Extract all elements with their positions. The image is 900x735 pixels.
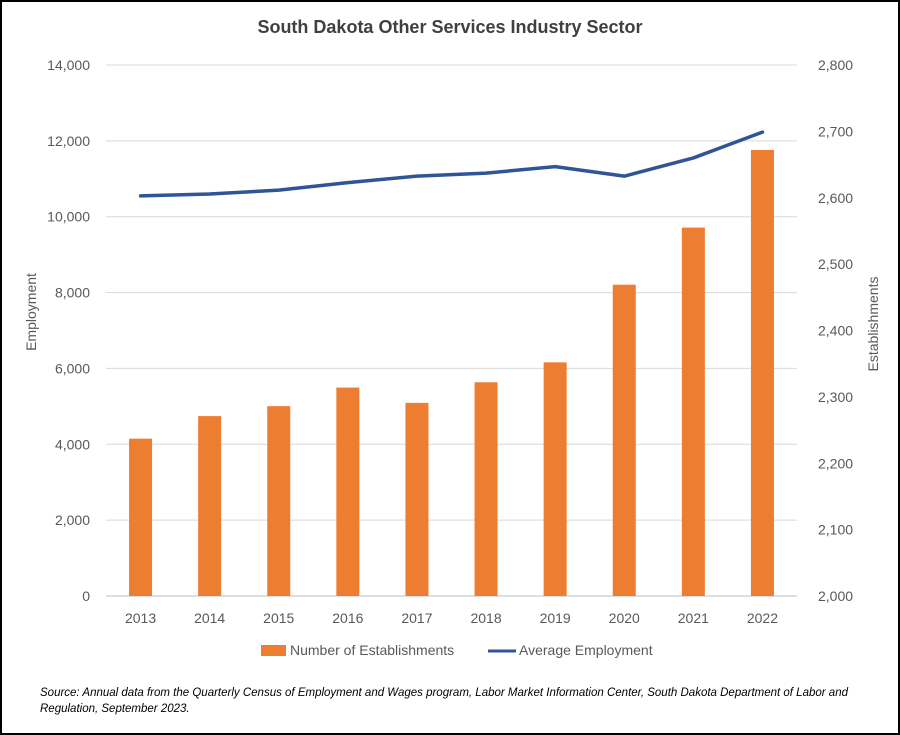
x-tick-label: 2014 <box>194 610 225 626</box>
right-tick-label: 2,600 <box>818 190 853 206</box>
x-tick-label: 2022 <box>747 610 778 626</box>
bar-establishments <box>750 149 774 596</box>
bar-establishments <box>336 387 360 596</box>
legend-swatch-establishments <box>261 645 286 656</box>
x-tick-label: 2020 <box>609 610 640 626</box>
line-employment <box>138 130 765 198</box>
left-tick-label: 8,000 <box>55 285 90 301</box>
legend-label-employment: Average Employment <box>519 642 653 658</box>
chart: South Dakota Other Services Industry Sec… <box>23 17 881 658</box>
bar-establishments <box>681 227 705 596</box>
legend-label-establishments: Number of Establishments <box>290 642 454 658</box>
right-tick-label: 2,400 <box>818 323 853 339</box>
left-axis-label: Employment <box>23 273 39 351</box>
right-tick-label: 2,300 <box>818 389 853 405</box>
left-tick-label: 4,000 <box>55 436 90 452</box>
x-axis-ticks: 2013 2014 2015 2016 2017 2018 2019 2020 2021 2022 <box>125 610 778 626</box>
legend: Number of Establishments Average Employm… <box>261 642 653 658</box>
bar-series <box>129 149 774 596</box>
right-tick-label: 2,500 <box>818 256 853 272</box>
left-tick-label: 2,000 <box>55 512 90 528</box>
right-tick-label: 2,000 <box>818 588 853 604</box>
gridlines <box>106 64 797 597</box>
right-axis-ticks: 2,000 2,100 2,200 2,300 2,400 2,500 2,600 2,700… <box>818 57 853 604</box>
bar-establishments <box>474 382 498 596</box>
x-tick-label: 2017 <box>401 610 432 626</box>
x-tick-label: 2021 <box>678 610 709 626</box>
source-note: Source: Annual data from the Quarterly C… <box>40 687 848 715</box>
x-tick-label: 2016 <box>332 610 363 626</box>
right-tick-label: 2,100 <box>818 522 853 538</box>
left-tick-label: 0 <box>82 588 90 604</box>
left-axis-ticks: 0 2,000 4,000 6,000 8,000 10,000 12,000 14,000 <box>47 57 90 604</box>
x-tick-label: 2015 <box>263 610 294 626</box>
left-tick-label: 6,000 <box>55 360 90 376</box>
x-tick-label: 2019 <box>540 610 571 626</box>
line-series <box>138 130 765 198</box>
right-tick-label: 2,200 <box>818 455 853 471</box>
chart-title: South Dakota Other Services Industry Sec… <box>257 17 642 37</box>
right-tick-label: 2,700 <box>818 123 853 139</box>
bar-establishments <box>267 406 291 596</box>
bar-establishments <box>612 284 636 596</box>
left-tick-label: 12,000 <box>47 133 90 149</box>
bar-establishments <box>129 438 153 596</box>
right-tick-label: 2,800 <box>818 57 853 73</box>
right-axis-label: Establishments <box>865 277 881 372</box>
x-tick-label: 2013 <box>125 610 156 626</box>
left-tick-label: 14,000 <box>47 57 90 73</box>
left-tick-label: 10,000 <box>47 209 90 225</box>
bar-establishments <box>543 362 567 596</box>
bar-establishments <box>405 402 429 596</box>
bar-establishments <box>198 416 222 596</box>
x-tick-label: 2018 <box>470 610 501 626</box>
